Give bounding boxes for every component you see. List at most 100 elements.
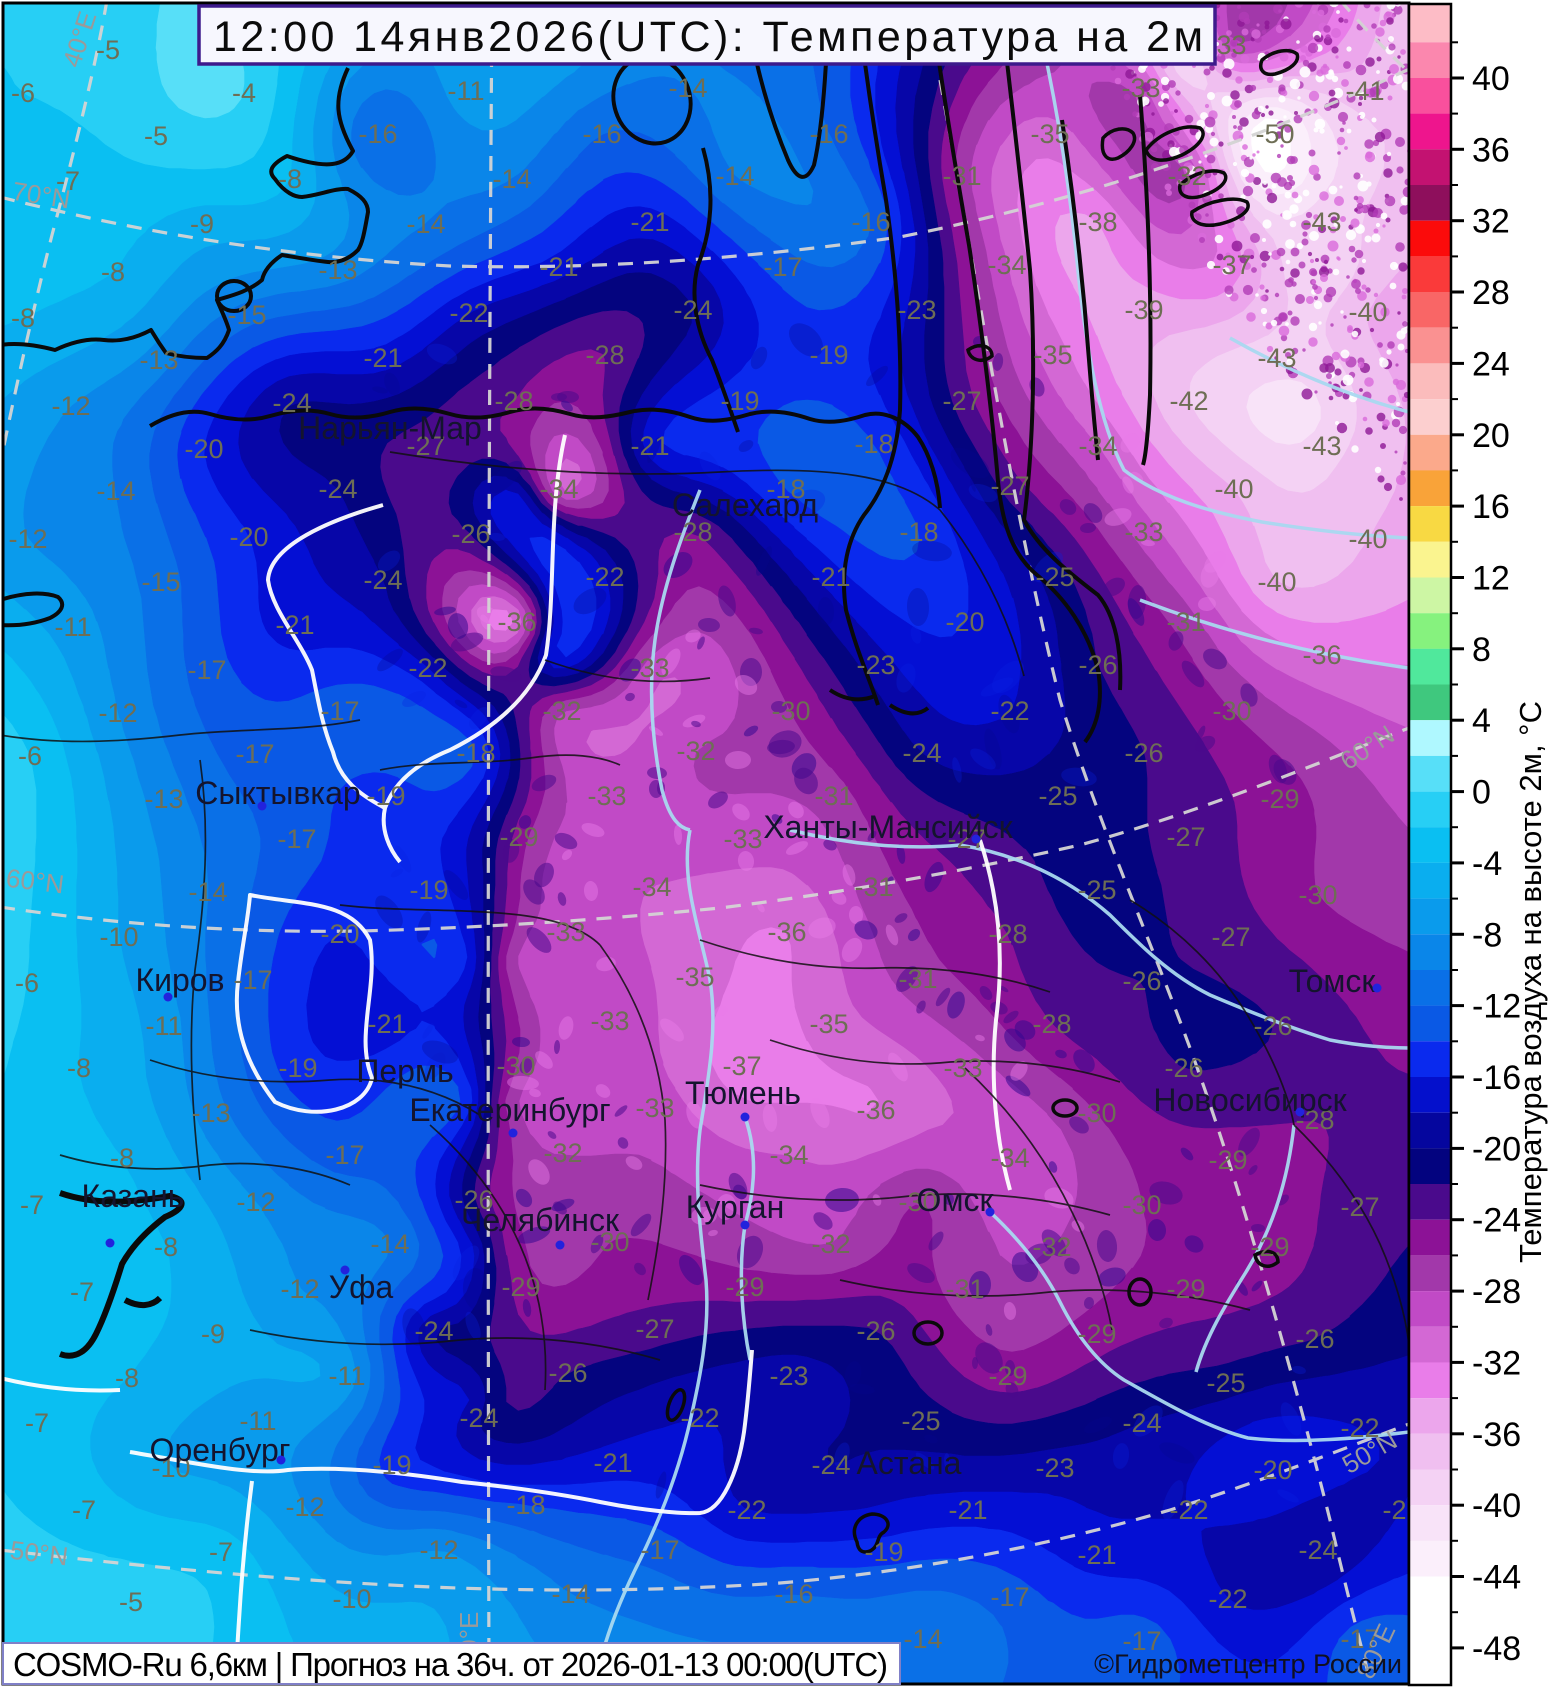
svg-text:-14: -14 (492, 164, 531, 194)
svg-text:-32: -32 (676, 736, 715, 766)
svg-text:-7: -7 (20, 1190, 44, 1220)
svg-text:-19: -19 (278, 1053, 317, 1083)
svg-text:-37: -37 (1212, 250, 1251, 280)
svg-text:-36: -36 (856, 1095, 895, 1125)
svg-text:-26: -26 (1295, 1324, 1334, 1354)
svg-text:-19: -19 (864, 1537, 903, 1567)
svg-text:-14: -14 (551, 1579, 590, 1609)
svg-text:-21: -21 (593, 1448, 632, 1478)
svg-text:-11: -11 (447, 76, 484, 106)
svg-text:-42: -42 (1169, 386, 1208, 416)
svg-text:-17: -17 (990, 1582, 1029, 1612)
svg-text:-22: -22 (1340, 1413, 1379, 1443)
svg-text:-25: -25 (1038, 781, 1077, 811)
svg-text:-43: -43 (1302, 207, 1341, 237)
svg-text:Нарьян-Мар: Нарьян-Мар (298, 410, 482, 446)
svg-text:-32: -32 (1032, 1232, 1071, 1262)
svg-text:Температура воздуха на высоте: Температура воздуха на высоте 2м, °С (1513, 701, 1548, 1263)
svg-text:-27: -27 (990, 471, 1029, 501)
svg-text:-32: -32 (543, 1138, 582, 1168)
svg-text:-18: -18 (899, 517, 938, 547)
svg-text:Казань: Казань (82, 1178, 185, 1214)
svg-text:-8: -8 (115, 1363, 139, 1393)
svg-text:-14: -14 (96, 476, 135, 506)
svg-text:-33: -33 (635, 1093, 674, 1123)
svg-text:-35: -35 (1033, 340, 1072, 370)
svg-text:-22: -22 (1382, 1495, 1421, 1525)
svg-text:-23: -23 (897, 295, 936, 325)
svg-text:-34: -34 (990, 1143, 1029, 1173)
svg-text:-41: -41 (1345, 76, 1384, 106)
svg-text:-26: -26 (451, 519, 490, 549)
svg-text:-40: -40 (1257, 567, 1296, 597)
svg-text:Курган: Курган (686, 1189, 785, 1225)
svg-text:-34: -34 (769, 1140, 808, 1170)
svg-text:-11: -11 (239, 1406, 276, 1436)
svg-text:-35: -35 (809, 1009, 848, 1039)
svg-text:-33: -33 (630, 653, 669, 683)
svg-text:-17: -17 (1340, 1624, 1379, 1654)
svg-text:-12: -12 (51, 391, 90, 421)
svg-text:16: 16 (1472, 488, 1510, 526)
svg-text:-21: -21 (630, 431, 669, 461)
svg-text:-34: -34 (632, 872, 671, 902)
svg-text:-17: -17 (1122, 1626, 1161, 1656)
svg-text:50°N: 50°N (8, 1535, 69, 1572)
svg-text:-21: -21 (363, 343, 402, 373)
svg-text:-24: -24 (1122, 1408, 1161, 1438)
svg-text:-30: -30 (496, 1051, 535, 1081)
svg-text:-20: -20 (320, 919, 359, 949)
svg-text:-18: -18 (506, 1490, 545, 1520)
svg-text:-27: -27 (406, 431, 445, 461)
svg-text:-26: -26 (548, 1358, 587, 1388)
svg-text:-34: -34 (539, 474, 578, 504)
svg-text:-31: -31 (945, 1274, 984, 1304)
svg-text:-48: -48 (1472, 1630, 1521, 1668)
svg-text:-22: -22 (408, 653, 447, 683)
svg-text:-14: -14 (406, 209, 445, 239)
svg-text:-24: -24 (272, 388, 311, 418)
svg-text:-16: -16 (1472, 1059, 1521, 1097)
svg-text:-30: -30 (898, 1187, 937, 1217)
svg-text:-33: -33 (1121, 73, 1160, 103)
svg-text:-29: -29 (1166, 1274, 1205, 1304)
svg-text:-15: -15 (141, 567, 180, 597)
svg-text:-25: -25 (1035, 562, 1074, 592)
svg-text:-18: -18 (766, 474, 805, 504)
svg-text:-15: -15 (227, 300, 266, 330)
svg-text:-17: -17 (325, 1140, 364, 1170)
svg-text:-24: -24 (318, 474, 357, 504)
svg-text:-30: -30 (771, 696, 810, 726)
svg-text:-32: -32 (1167, 161, 1206, 191)
svg-text:-6: -6 (11, 78, 35, 108)
svg-text:-29: -29 (1250, 1232, 1289, 1262)
svg-text:-16: -16 (774, 1579, 813, 1609)
svg-text:-24: -24 (811, 1450, 850, 1480)
svg-text:-50: -50 (1255, 119, 1294, 149)
svg-text:-22: -22 (680, 1403, 719, 1433)
svg-text:-26: -26 (1078, 650, 1117, 680)
svg-text:-21: -21 (630, 207, 669, 237)
svg-text:0: 0 (1472, 774, 1491, 812)
svg-text:Томск: Томск (1289, 963, 1377, 999)
svg-text:4: 4 (1472, 702, 1491, 740)
svg-text:-12: -12 (236, 1187, 275, 1217)
svg-text:-11: -11 (54, 612, 91, 642)
svg-text:-33: -33 (1124, 517, 1163, 547)
svg-text:-26: -26 (1122, 966, 1161, 996)
svg-text:-29: -29 (1208, 1145, 1247, 1175)
svg-text:-12: -12 (419, 1535, 458, 1565)
svg-text:-34: -34 (987, 250, 1026, 280)
svg-text:©Гидрометцентр России: ©Гидрометцентр России (1094, 1649, 1402, 1679)
svg-text:-7: -7 (209, 1537, 233, 1567)
svg-text:-16: -16 (851, 207, 890, 237)
svg-text:-16: -16 (582, 119, 621, 149)
svg-text:-29: -29 (725, 1272, 764, 1302)
svg-text:Сыктывкар: Сыктывкар (195, 775, 360, 811)
svg-text:Киров: Киров (135, 962, 224, 998)
svg-text:-26: -26 (1164, 1053, 1203, 1083)
svg-text:-28: -28 (585, 340, 624, 370)
svg-text:-30: -30 (1077, 1098, 1116, 1128)
svg-text:20: 20 (1472, 417, 1510, 455)
svg-text:-13: -13 (139, 345, 178, 375)
